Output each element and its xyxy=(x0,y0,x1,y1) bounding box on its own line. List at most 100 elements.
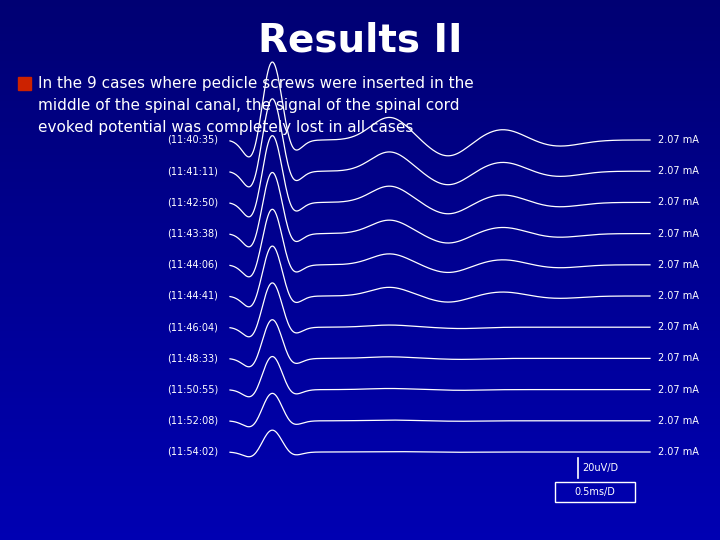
Bar xyxy=(0,47,720,54)
Text: 0.5ms/D: 0.5ms/D xyxy=(575,487,616,497)
Bar xyxy=(555,482,635,502)
Bar xyxy=(0,14,720,20)
Bar xyxy=(0,68,720,74)
Bar xyxy=(0,0,720,6)
Text: 2.07 mA: 2.07 mA xyxy=(658,166,699,176)
Bar xyxy=(0,168,720,176)
Bar xyxy=(0,115,720,122)
Bar xyxy=(0,345,720,351)
Text: (11:44:41): (11:44:41) xyxy=(167,291,218,301)
Text: 2.07 mA: 2.07 mA xyxy=(658,322,699,332)
Bar xyxy=(0,40,720,47)
Bar xyxy=(0,357,720,364)
Bar xyxy=(0,122,720,128)
Bar xyxy=(0,446,720,453)
Text: 2.07 mA: 2.07 mA xyxy=(658,228,699,239)
Bar xyxy=(0,418,720,426)
Text: (11:52:08): (11:52:08) xyxy=(167,416,218,426)
Bar xyxy=(0,472,720,480)
Bar xyxy=(0,27,720,33)
Bar xyxy=(0,249,720,256)
Text: middle of the spinal canal, the signal of the spinal cord: middle of the spinal canal, the signal o… xyxy=(38,98,459,113)
Text: (11:42:50): (11:42:50) xyxy=(167,198,218,207)
Bar xyxy=(0,141,720,149)
Bar xyxy=(0,237,720,243)
Bar xyxy=(0,33,720,40)
Bar xyxy=(0,270,720,276)
Text: 2.07 mA: 2.07 mA xyxy=(658,135,699,145)
Text: 2.07 mA: 2.07 mA xyxy=(658,447,699,457)
Bar xyxy=(0,195,720,202)
Bar xyxy=(0,526,720,534)
Text: (11:40:35): (11:40:35) xyxy=(167,135,218,145)
Bar xyxy=(0,256,720,263)
Bar xyxy=(0,372,720,378)
Text: 2.07 mA: 2.07 mA xyxy=(658,260,699,270)
Bar xyxy=(0,303,720,310)
Bar xyxy=(0,183,720,189)
Text: 2.07 mA: 2.07 mA xyxy=(658,416,699,426)
Bar xyxy=(0,486,720,492)
Text: (11:48:33): (11:48:33) xyxy=(167,353,218,363)
Bar xyxy=(0,459,720,465)
Bar xyxy=(0,108,720,115)
Text: (11:50:55): (11:50:55) xyxy=(167,384,218,395)
Bar xyxy=(0,399,720,405)
Bar xyxy=(0,20,720,27)
Bar xyxy=(0,330,720,338)
Bar xyxy=(0,465,720,472)
Bar xyxy=(0,230,720,237)
Bar xyxy=(0,378,720,384)
Bar xyxy=(0,276,720,284)
Bar xyxy=(0,384,720,391)
Bar xyxy=(0,148,720,156)
Bar xyxy=(0,74,720,81)
Bar xyxy=(0,534,720,540)
Bar xyxy=(0,222,720,230)
Bar xyxy=(0,405,720,411)
Text: evoked potential was completely lost in all cases: evoked potential was completely lost in … xyxy=(38,120,413,135)
Bar xyxy=(0,81,720,87)
Bar xyxy=(0,500,720,507)
Text: (11:43:38): (11:43:38) xyxy=(167,228,218,239)
Text: 20uV/D: 20uV/D xyxy=(582,463,618,473)
Bar xyxy=(0,243,720,249)
Bar xyxy=(0,156,720,162)
Bar xyxy=(0,6,720,14)
Bar xyxy=(0,202,720,209)
Bar xyxy=(0,297,720,303)
Text: 2.07 mA: 2.07 mA xyxy=(658,291,699,301)
Bar xyxy=(0,60,720,68)
Bar xyxy=(0,480,720,486)
Bar xyxy=(0,284,720,291)
Bar xyxy=(0,438,720,445)
Text: 2.07 mA: 2.07 mA xyxy=(658,198,699,207)
Bar xyxy=(0,263,720,270)
Bar xyxy=(0,411,720,418)
Bar xyxy=(0,209,720,216)
Bar xyxy=(0,128,720,135)
Bar xyxy=(0,176,720,183)
Bar xyxy=(0,324,720,330)
Bar xyxy=(0,216,720,222)
Text: (11:54:02): (11:54:02) xyxy=(167,447,218,457)
Text: (11:41:11): (11:41:11) xyxy=(167,166,218,176)
Bar xyxy=(0,162,720,168)
Text: 2.07 mA: 2.07 mA xyxy=(658,353,699,363)
Bar xyxy=(0,492,720,500)
Bar xyxy=(0,338,720,345)
Bar xyxy=(0,351,720,357)
Bar xyxy=(0,513,720,519)
Text: In the 9 cases where pedicle screws were inserted in the: In the 9 cases where pedicle screws were… xyxy=(38,76,474,91)
Bar xyxy=(0,426,720,432)
Bar xyxy=(0,453,720,459)
Bar xyxy=(0,135,720,141)
Bar xyxy=(0,364,720,372)
Bar xyxy=(0,54,720,60)
Text: (11:44:06): (11:44:06) xyxy=(167,260,218,270)
Bar xyxy=(0,87,720,94)
Bar xyxy=(0,189,720,195)
Bar xyxy=(0,519,720,526)
Bar xyxy=(0,317,720,324)
Bar xyxy=(18,77,31,90)
